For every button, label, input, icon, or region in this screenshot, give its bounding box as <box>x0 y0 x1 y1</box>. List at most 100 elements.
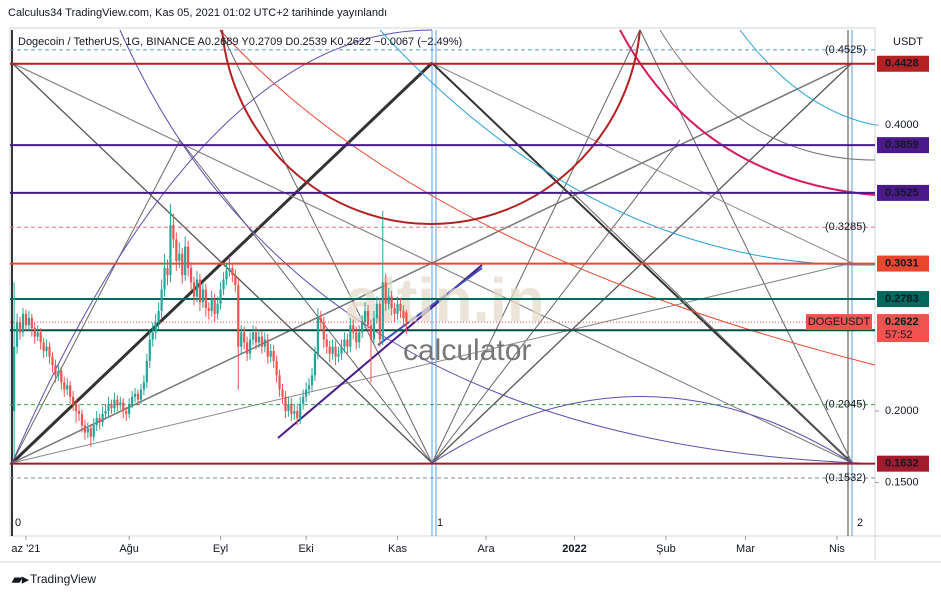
x-tick-label: Kas <box>388 543 407 555</box>
candle-body <box>89 428 92 437</box>
gann-line <box>431 29 641 464</box>
candle-body <box>69 385 72 397</box>
candle-body <box>328 346 331 354</box>
candle-body <box>63 382 66 390</box>
symbol-label: DOGEUSDT <box>808 316 871 328</box>
candle-body <box>30 318 33 329</box>
candle-body <box>363 310 367 323</box>
candle-body <box>24 313 28 326</box>
candle-body <box>192 282 196 297</box>
gann-line <box>431 62 853 264</box>
candle-body <box>251 332 255 340</box>
price-label-box <box>877 455 929 472</box>
gann-line <box>11 62 433 264</box>
candle-body <box>302 396 305 404</box>
y-tick-label: 0.1500 <box>885 476 919 488</box>
candle-body <box>107 403 110 412</box>
candle-body <box>275 360 278 376</box>
candle-body <box>184 246 187 276</box>
countdown: 57:52 <box>885 329 913 341</box>
candle-body <box>366 310 370 326</box>
candle-body <box>243 332 246 343</box>
candle-body <box>119 402 122 406</box>
candle-body <box>304 389 308 397</box>
candle-body <box>66 385 69 390</box>
candle-body <box>240 332 243 347</box>
candle-body <box>355 332 358 343</box>
candle-body <box>313 353 317 376</box>
marker-label: 0 <box>15 517 21 529</box>
last-price-box <box>877 314 929 343</box>
price-label: 0.3031 <box>885 257 919 269</box>
candle-body <box>266 339 269 357</box>
candle-body <box>57 370 60 376</box>
candle-body <box>299 403 302 419</box>
candle-body <box>33 328 36 337</box>
candle-body <box>222 279 225 290</box>
header: Calculus34 TradingView.com, Kas 05, 2021… <box>8 7 387 19</box>
candle-body <box>122 402 125 412</box>
x-tick-label: az '21 <box>11 543 40 555</box>
candle-body <box>246 342 249 354</box>
gann-line <box>639 29 853 464</box>
candle-body <box>92 425 95 437</box>
candle-body <box>296 411 299 419</box>
candle-body <box>248 339 252 354</box>
arc <box>11 29 433 464</box>
candle-body <box>325 339 328 347</box>
x-tick-label: Nis <box>829 543 845 555</box>
candle-body <box>160 289 163 311</box>
candle-body <box>254 332 258 343</box>
price-label: 0.4428 <box>885 58 919 70</box>
arc <box>379 29 876 266</box>
trend-line <box>377 267 483 346</box>
candle-body <box>154 322 157 333</box>
candle-body <box>175 239 178 261</box>
candle-body <box>316 318 319 354</box>
candle-body <box>393 308 396 314</box>
price-label: 0.2783 <box>885 293 919 305</box>
legend: Dogecoin / TetherUS, 1G, BINANCE A0.2689… <box>18 36 462 48</box>
candle-body <box>86 428 89 433</box>
level-label: (0.1532) <box>825 472 866 484</box>
candle-body <box>352 325 355 333</box>
candle-body <box>130 396 134 404</box>
candle-body <box>187 246 190 269</box>
candle-body <box>225 270 228 280</box>
candle-body <box>278 375 281 390</box>
candle-body <box>369 325 373 340</box>
candle-body <box>42 342 45 351</box>
candle-body <box>178 253 181 261</box>
candle-body <box>234 275 237 286</box>
price-label-box <box>877 291 929 308</box>
footer: TradingView <box>30 572 96 586</box>
candle-body <box>346 339 349 347</box>
candle-body <box>228 268 231 271</box>
y-tick-label: 0.4000 <box>885 119 919 131</box>
candle-body <box>375 303 378 319</box>
arc <box>659 29 876 161</box>
candle-body <box>322 322 325 340</box>
candle-body <box>257 336 261 343</box>
candle-body <box>51 356 54 366</box>
candle-body <box>219 289 222 304</box>
x-tick-label: Ağu <box>119 543 139 555</box>
symbol-box <box>806 314 872 331</box>
candle-body <box>60 370 63 383</box>
level-label: (0.2045) <box>825 398 866 410</box>
candle-body <box>281 389 284 397</box>
x-tick-label: Şub <box>656 543 676 555</box>
candle-body <box>207 308 210 311</box>
candle-body <box>104 411 107 414</box>
level-label: (0.3285) <box>825 221 866 233</box>
candle-body <box>384 282 387 304</box>
candle-body <box>216 303 219 314</box>
candle-body <box>136 393 140 400</box>
candle-body <box>113 399 116 409</box>
candle-body <box>110 403 113 409</box>
candle-body <box>18 322 22 333</box>
x-tick-label: Eyl <box>213 543 228 555</box>
candle-body <box>237 285 240 347</box>
arc <box>619 29 876 196</box>
price-label: 0.3525 <box>885 187 919 199</box>
